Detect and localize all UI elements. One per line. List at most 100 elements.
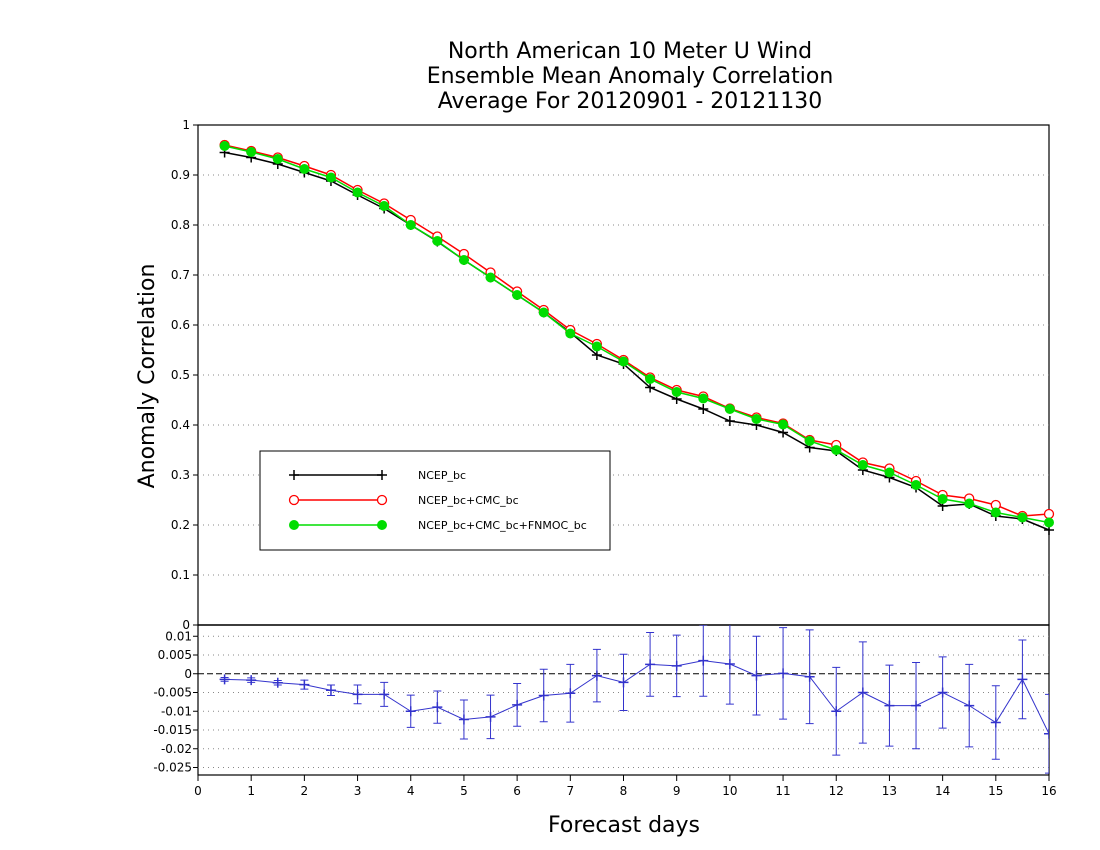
data-point bbox=[591, 350, 602, 360]
data-point bbox=[857, 687, 868, 698]
legend-item: NCEP_bc+CMC_bc bbox=[288, 494, 519, 507]
title-line-2: Ensemble Mean Anomaly Correlation bbox=[427, 64, 834, 89]
legend-marker bbox=[377, 470, 387, 480]
data-point bbox=[379, 689, 390, 700]
data-point bbox=[831, 445, 842, 455]
data-point bbox=[405, 706, 416, 717]
data-point bbox=[751, 414, 762, 424]
data-point bbox=[565, 688, 576, 699]
data-point bbox=[1017, 674, 1028, 685]
x-tick-label: 5 bbox=[460, 784, 468, 798]
data-point bbox=[352, 187, 363, 198]
data-point bbox=[485, 711, 496, 722]
data-point bbox=[618, 356, 629, 367]
data-point bbox=[724, 416, 735, 426]
data-point bbox=[831, 706, 842, 717]
y-tick-label: 0.2 bbox=[171, 518, 190, 532]
x-tick-label: 8 bbox=[620, 784, 628, 798]
y-tick-label: 0.8 bbox=[171, 218, 190, 232]
data-point bbox=[591, 670, 602, 681]
data-point bbox=[618, 677, 629, 688]
title-line-3: Average For 20120901 - 20121130 bbox=[438, 89, 823, 114]
x-tick-label: 4 bbox=[407, 784, 415, 798]
data-point bbox=[698, 404, 709, 414]
data-point bbox=[1043, 508, 1055, 520]
x-axis-label: Forecast days bbox=[548, 813, 700, 838]
x-tick-label: 10 bbox=[722, 784, 737, 798]
data-point bbox=[645, 382, 656, 393]
data-point bbox=[857, 460, 868, 470]
data-point bbox=[272, 677, 283, 688]
data-point bbox=[591, 341, 602, 352]
x-tick-label: 2 bbox=[301, 784, 309, 798]
data-point bbox=[884, 700, 895, 711]
data-point bbox=[937, 494, 948, 504]
data-point bbox=[698, 393, 709, 404]
data-point bbox=[325, 685, 336, 696]
y-tick-label: 0 bbox=[182, 618, 190, 632]
error-bar bbox=[1045, 693, 1049, 774]
data-point bbox=[671, 660, 682, 671]
legend-marker bbox=[377, 520, 387, 530]
data-point bbox=[884, 467, 895, 478]
legend-marker bbox=[288, 494, 300, 506]
data-point bbox=[458, 255, 469, 265]
data-point bbox=[565, 328, 576, 339]
legend-label: NCEP_bc+CMC_bc+FNMOC_bc bbox=[418, 519, 587, 532]
x-tick-label: 3 bbox=[354, 784, 362, 798]
data-point bbox=[512, 290, 523, 300]
x-tick-label: 15 bbox=[988, 784, 1003, 798]
data-point bbox=[937, 687, 948, 698]
data-point bbox=[512, 699, 523, 710]
y-tick-label: 0.6 bbox=[171, 318, 190, 332]
data-point bbox=[1017, 512, 1028, 523]
x-tick-label: 14 bbox=[935, 784, 950, 798]
data-point bbox=[299, 164, 310, 174]
data-point bbox=[645, 374, 656, 384]
data-point bbox=[1044, 517, 1054, 528]
data-point bbox=[724, 404, 735, 414]
upper-panel: 0 0.1 0.2 0.3 0.4 0.5 0.6 0.7 0.8 0.9 1 bbox=[171, 118, 1055, 632]
y-tick-label: -0.005 bbox=[153, 686, 192, 700]
data-point bbox=[964, 498, 975, 509]
data-point bbox=[990, 717, 1001, 728]
data-point bbox=[538, 690, 549, 701]
y-tick-label: -0.025 bbox=[153, 761, 192, 775]
y-tick-label: 1 bbox=[182, 118, 190, 132]
data-point bbox=[219, 141, 230, 151]
y-tick-label: 0.4 bbox=[171, 418, 190, 432]
legend-label: NCEP_bc bbox=[418, 469, 466, 482]
data-point bbox=[246, 147, 257, 157]
x-tick-label: 11 bbox=[775, 784, 790, 798]
x-tick-label: 7 bbox=[566, 784, 574, 798]
data-point bbox=[724, 659, 735, 669]
y-tick-label: 0.9 bbox=[171, 168, 190, 182]
data-point bbox=[219, 674, 230, 685]
data-point bbox=[272, 154, 283, 164]
data-point bbox=[911, 480, 922, 490]
y-tick-label: 0.005 bbox=[158, 648, 192, 662]
data-point bbox=[645, 659, 656, 670]
x-tick-label: 1 bbox=[247, 784, 255, 798]
difference-line bbox=[224, 660, 1049, 734]
legend-item: NCEP_bc bbox=[289, 469, 466, 482]
x-tick-label: 12 bbox=[829, 784, 844, 798]
data-point bbox=[990, 507, 1001, 518]
data-point bbox=[432, 236, 443, 246]
data-point bbox=[352, 689, 363, 700]
title-line-1: North American 10 Meter U Wind bbox=[448, 39, 812, 64]
legend-marker bbox=[289, 520, 299, 530]
legend: NCEP_bc NCEP_bc+CMC_bc NCEP_bc+CMC_bc+FNMO… bbox=[259, 450, 611, 551]
data-point bbox=[751, 670, 762, 681]
x-tick-label: 9 bbox=[673, 784, 681, 798]
data-point bbox=[379, 201, 390, 211]
data-point bbox=[325, 172, 336, 183]
y-axis-label: Anomaly Correlation bbox=[135, 264, 160, 489]
x-tick-label: 13 bbox=[882, 784, 897, 798]
data-point bbox=[538, 307, 549, 318]
y-tick-label: 0.7 bbox=[171, 268, 190, 282]
data-point bbox=[911, 700, 922, 711]
